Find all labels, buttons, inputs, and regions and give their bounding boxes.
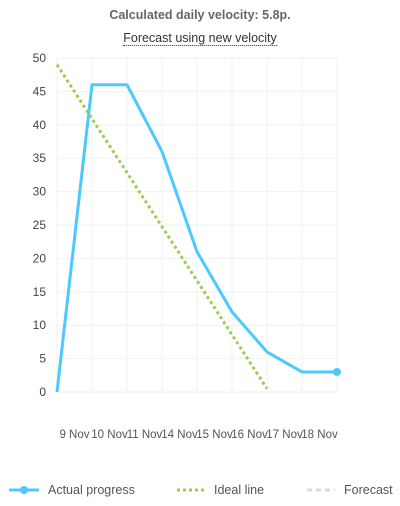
legend-item-actual-progress[interactable]: Actual progress xyxy=(8,480,135,500)
x-tick-label: 11 Nov xyxy=(127,429,163,441)
velocity-label: Calculated daily velocity: 5.8p. xyxy=(109,8,291,22)
y-tick-label: 50 xyxy=(33,51,47,65)
series-line-1 xyxy=(55,63,269,390)
x-tick-label: 18 Nov xyxy=(301,429,338,441)
y-tick-label: 5 xyxy=(39,352,46,366)
legend-label: Ideal line xyxy=(214,483,265,497)
y-tick-label: 35 xyxy=(33,151,47,165)
y-tick-label: 20 xyxy=(33,251,47,265)
x-tick-label: 9 Nov xyxy=(59,429,89,441)
y-tick-label: 0 xyxy=(39,385,46,399)
ideal-line-swatch-icon xyxy=(177,488,205,492)
forecast-swatch-icon xyxy=(307,488,335,492)
y-tick-label: 45 xyxy=(33,84,47,98)
legend-label: Forecast xyxy=(344,483,393,497)
y-axis-ticks: 0 5 10 15 20 25 30 35 40 45 50 xyxy=(33,51,47,399)
chart-legend: Actual progress Ideal line Forecast xyxy=(0,480,400,500)
actual-progress-swatch-icon xyxy=(9,486,39,494)
legend-item-ideal-line[interactable]: Ideal line xyxy=(176,480,264,500)
x-tick-label: 15 Nov xyxy=(196,429,233,441)
x-tick-label: 16 Nov xyxy=(231,429,268,441)
series-end-point xyxy=(333,367,341,376)
y-tick-label: 10 xyxy=(33,318,47,332)
x-tick-label: 10 Nov xyxy=(91,429,128,441)
y-tick-label: 40 xyxy=(33,118,47,132)
y-tick-label: 30 xyxy=(33,185,47,199)
chart-grid xyxy=(56,57,338,393)
x-tick-label: 14 Nov xyxy=(161,429,198,441)
y-tick-label: 15 xyxy=(33,285,47,299)
legend-label: Actual progress xyxy=(48,483,135,497)
series-line-0 xyxy=(55,83,337,393)
x-tick-label: 17 Nov xyxy=(266,429,303,441)
forecast-link[interactable]: Forecast using new velocity xyxy=(123,31,277,46)
legend-item-forecast[interactable]: Forecast xyxy=(306,480,393,500)
chart-series xyxy=(55,63,341,393)
y-tick-label: 25 xyxy=(33,218,47,232)
